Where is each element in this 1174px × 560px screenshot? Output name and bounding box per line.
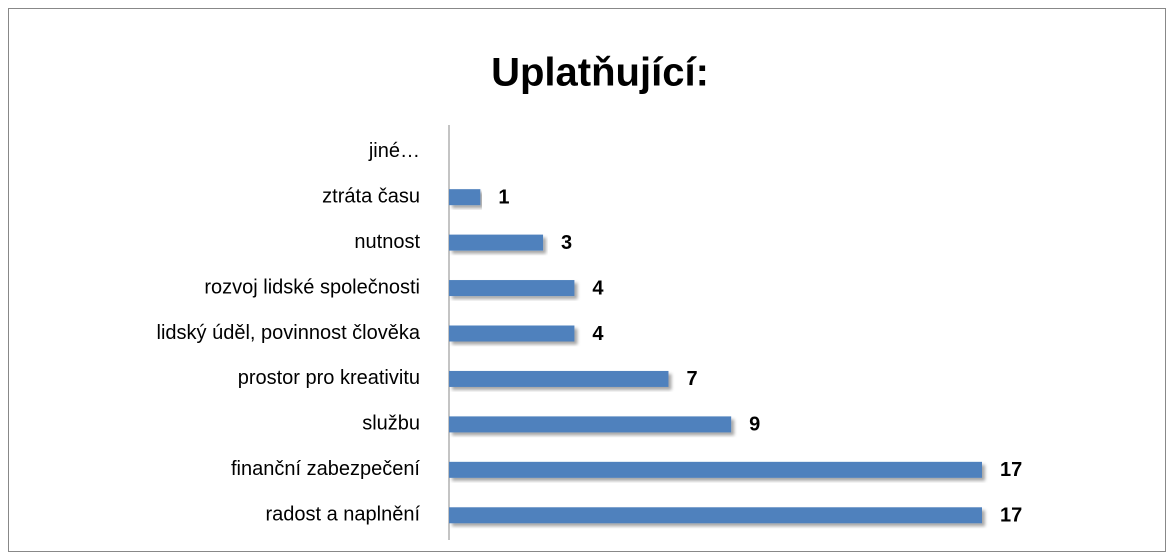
value-label: 17 (1000, 459, 1022, 481)
category-label: službu (362, 413, 420, 435)
category-label: radost a naplnění (265, 504, 420, 526)
bar (449, 461, 982, 478)
value-label: 1 (498, 186, 509, 208)
value-label: 4 (592, 277, 604, 299)
chart-title: Uplatňující: (491, 51, 709, 95)
category-label: rozvoj lidské společnosti (204, 276, 420, 298)
bar (449, 280, 575, 297)
value-label: 7 (686, 368, 697, 390)
bar (449, 507, 982, 524)
bar (449, 234, 544, 251)
value-label: 17 (1000, 505, 1022, 527)
category-label: ztráta času (322, 185, 420, 207)
category-label: finanční zabezpečení (231, 458, 420, 480)
chart-frame (8, 8, 1166, 552)
bar (449, 370, 669, 387)
category-label: jiné… (368, 140, 420, 162)
category-label: nutnost (354, 231, 420, 253)
bar (449, 416, 732, 433)
bar (449, 325, 575, 342)
bar (449, 189, 481, 206)
category-label: prostor pro kreativitu (238, 367, 420, 389)
category-label: lidský úděl, povinnost člověka (157, 322, 421, 344)
value-label: 9 (749, 414, 760, 436)
value-label: 4 (592, 323, 604, 345)
value-label: 3 (561, 232, 572, 254)
